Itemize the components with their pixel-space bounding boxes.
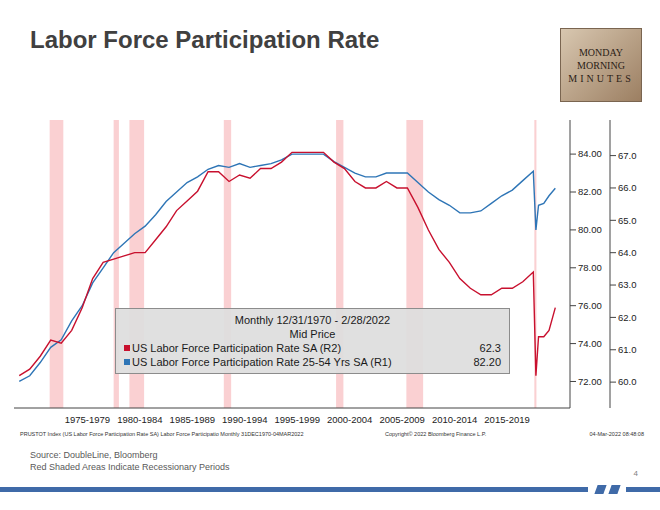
html-text:82.20: 82.20 [473, 356, 501, 368]
html-text:Copyright© 2022 Bloomberg Fina: Copyright© 2022 Bloomberg Finance L.P. [385, 431, 487, 437]
svg-text:72.00: 72.00 [578, 376, 602, 387]
html-text:US Labor Force Participation R: US Labor Force Participation Rate 25-54 … [132, 356, 392, 368]
svg-text:82.00: 82.00 [578, 186, 602, 197]
svg-text:62.0: 62.0 [618, 312, 637, 323]
svg-text:76.00: 76.00 [578, 300, 602, 311]
svg-text:1990-1994: 1990-1994 [222, 414, 267, 425]
html-text:MONDAY: MONDAY [579, 46, 623, 58]
svg-text:65.0: 65.0 [618, 215, 637, 226]
html-text:62.3: 62.3 [479, 342, 501, 354]
svg-text:80.00: 80.00 [578, 224, 602, 235]
svg-text:66.0: 66.0 [618, 182, 637, 193]
svg-text:1980-1984: 1980-1984 [117, 414, 162, 425]
html-text:US Labor Force Participation R: US Labor Force Participation Rate SA (R2… [132, 342, 342, 354]
svg-text:1995-1999: 1995-1999 [275, 414, 320, 425]
svg-text:2000-2004: 2000-2004 [327, 414, 372, 425]
html-text:MINUTES: MINUTES [568, 72, 634, 84]
svg-text:78.00: 78.00 [578, 262, 602, 273]
html-text:04-Mar-2022 08:48:08: 04-Mar-2022 08:48:08 [589, 431, 644, 437]
svg-text:2010-2014: 2010-2014 [432, 414, 477, 425]
svg-text:67.0: 67.0 [618, 150, 637, 161]
html-text:Labor Force Participation Rate: Labor Force Participation Rate [30, 26, 380, 53]
html-text:Source: DoubleLine, Bloomberg: Source: DoubleLine, Bloomberg [30, 450, 158, 460]
svg-text:61.0: 61.0 [618, 344, 637, 355]
html-text:Mid Price: Mid Price [289, 328, 336, 340]
svg-text:60.0: 60.0 [618, 376, 637, 387]
svg-text:74.00: 74.00 [578, 338, 602, 349]
html-text:4: 4 [633, 469, 638, 478]
svg-text:2005-2009: 2005-2009 [379, 414, 424, 425]
svg-text:1975-1979: 1975-1979 [65, 414, 110, 425]
svg-text:1985-1989: 1985-1989 [170, 414, 215, 425]
svg-text:2015-2019: 2015-2019 [484, 414, 529, 425]
html-text:MORNING: MORNING [577, 59, 625, 71]
html-text:Monthly 12/31/1970 - 2/28/2022: Monthly 12/31/1970 - 2/28/2022 [234, 314, 391, 326]
html-text:PRUSTOT Index (US Labor Force: PRUSTOT Index (US Labor Force Participat… [20, 431, 304, 437]
svg-text:84.00: 84.00 [578, 148, 602, 159]
html-text:Red Shaded Areas Indicate Rece: Red Shaded Areas Indicate Recessionary P… [30, 462, 230, 472]
svg-text:64.0: 64.0 [618, 247, 637, 258]
svg-text:63.0: 63.0 [618, 279, 637, 290]
